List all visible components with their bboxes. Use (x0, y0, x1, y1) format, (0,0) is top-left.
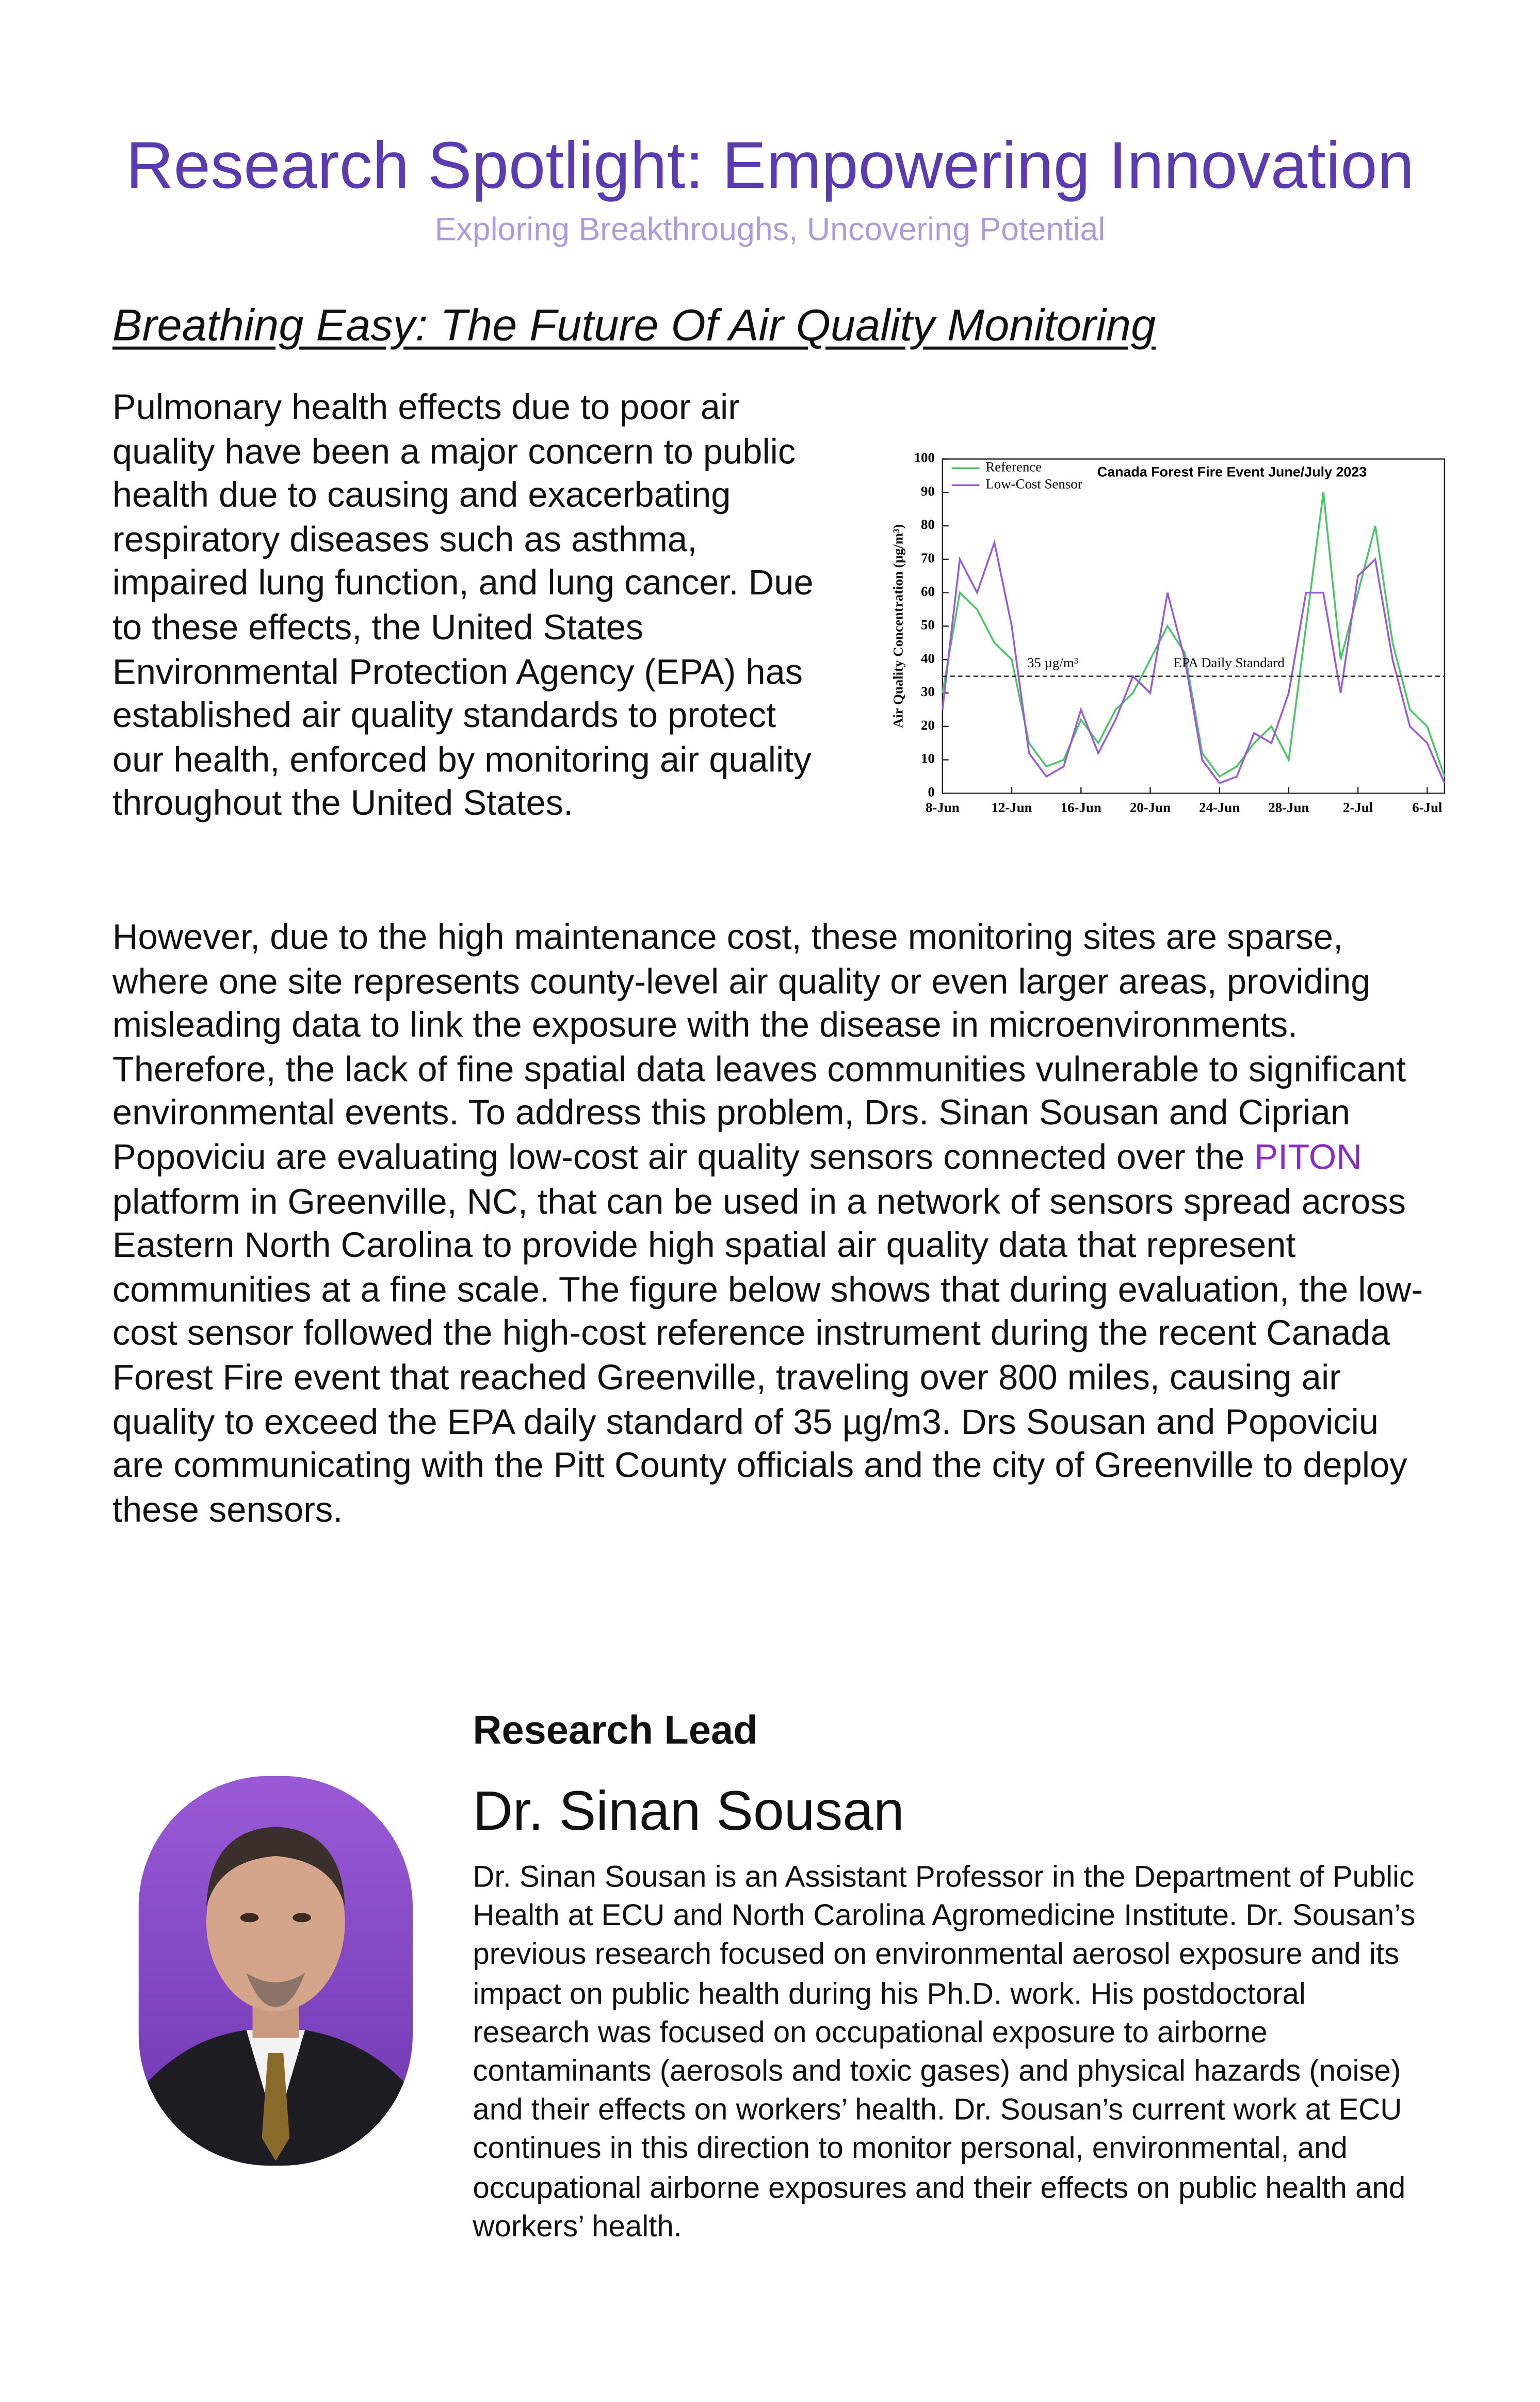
threshold-label: 35 µg/m³ (1027, 655, 1078, 670)
portrait-photo (138, 1776, 413, 2166)
chart: 0 10 20 30 40 50 60 70 80 90 100 8-Jun 12-Jun 16-Jun 2… (890, 450, 1446, 815)
y-tick-label: 0 (928, 784, 934, 799)
article-title: Breathing Easy: The Future Of Air Qualit… (112, 302, 1156, 351)
y-tick-label: 70 (921, 550, 935, 566)
x-tick-label: 6-Jul (1412, 799, 1442, 815)
legend-label: Low-Cost Sensor (985, 476, 1082, 491)
text: platform in Greenville, NC, that can be … (112, 1181, 1423, 1529)
data-line (942, 492, 1446, 778)
x-tick-label: 28-Jun (1268, 799, 1309, 815)
threshold-note: EPA Daily Standard (1174, 655, 1285, 670)
x-tick-label: 8-Jun (926, 799, 960, 815)
y-tick-label: 10 (921, 751, 935, 766)
bio: Dr. Sinan Sousan is an Assistant Profess… (473, 1860, 1416, 2244)
y-tick-label: 20 (921, 717, 935, 733)
plot-frame (942, 458, 1446, 794)
y-axis-label: Air Quality Concentration (µg/m³) (890, 524, 905, 728)
x-tick-label: 20-Jun (1130, 799, 1171, 815)
person-name: Dr. Sinan Sousan (473, 1779, 904, 1843)
page-title: Research Spotlight: Empowering Innovatio… (125, 129, 1415, 204)
paragraph: Pulmonary health effects due to poor air… (112, 386, 814, 824)
chart-title: Canada Forest Fire Event June/July 2023 (1097, 464, 1367, 479)
y-tick-label: 80 (921, 517, 935, 532)
y-tick-label: 50 (921, 617, 935, 633)
x-tick-label: 24-Jun (1199, 799, 1240, 815)
y-tick-label: 60 (921, 584, 935, 599)
data-line (942, 539, 1446, 785)
y-tick-label: 100 (914, 450, 935, 465)
y-tick-label: 90 (921, 483, 935, 498)
x-tick-label: 16-Jun (1061, 799, 1101, 815)
y-tick-label: 30 (921, 684, 935, 699)
section-heading: Research Lead (473, 1706, 758, 1753)
x-tick-label: 12-Jun (991, 799, 1032, 815)
paragraph: However, due to the high maintenance cos… (112, 915, 1437, 1532)
text: However, due to the high maintenance cos… (112, 916, 1406, 1177)
legend-label: Reference (985, 459, 1042, 475)
x-tick-label: 2-Jul (1343, 799, 1373, 815)
y-tick-label: 40 (921, 650, 935, 666)
link[interactable]: PITON (1254, 1136, 1362, 1177)
page-subtitle: Exploring Breakthroughs, Uncovering Pote… (434, 212, 1106, 248)
